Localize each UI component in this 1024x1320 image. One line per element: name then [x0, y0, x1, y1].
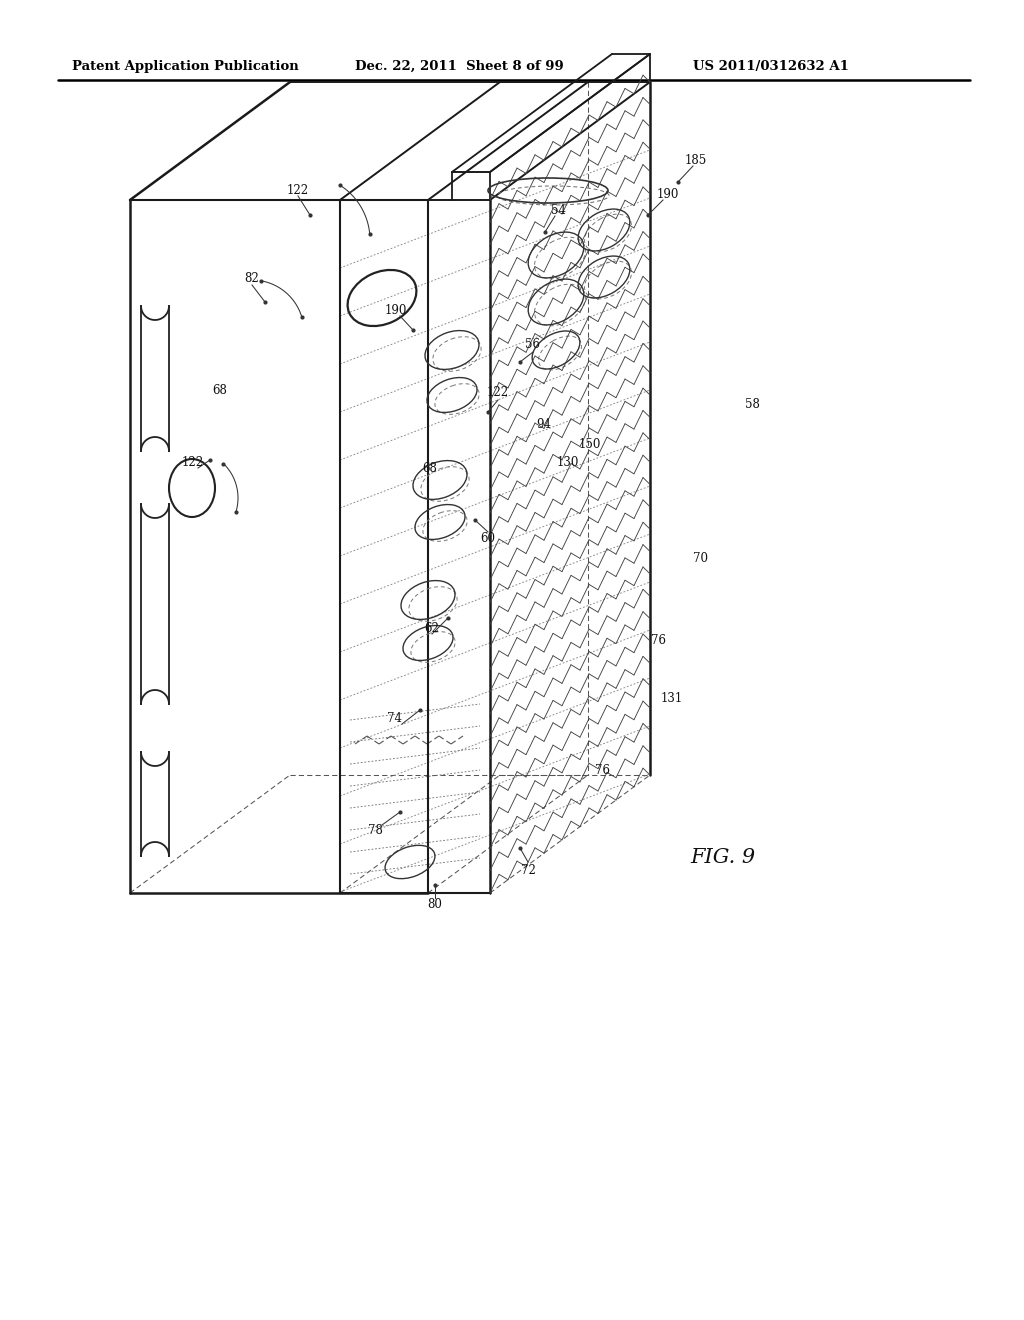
Text: FIG. 9: FIG. 9	[690, 847, 755, 867]
Text: 70: 70	[692, 552, 708, 565]
Text: Patent Application Publication: Patent Application Publication	[72, 59, 299, 73]
Text: 76: 76	[650, 634, 666, 647]
Text: 58: 58	[744, 399, 760, 412]
Text: 131: 131	[660, 692, 683, 705]
Text: 74: 74	[387, 711, 402, 725]
Text: 122: 122	[287, 183, 309, 197]
Text: 56: 56	[525, 338, 541, 351]
Text: 130: 130	[557, 455, 580, 469]
Text: 68: 68	[423, 462, 437, 474]
Text: 94: 94	[537, 418, 552, 432]
Text: 72: 72	[520, 863, 536, 876]
Text: US 2011/0312632 A1: US 2011/0312632 A1	[693, 59, 849, 73]
Text: 60: 60	[480, 532, 496, 544]
Text: Dec. 22, 2011  Sheet 8 of 99: Dec. 22, 2011 Sheet 8 of 99	[355, 59, 564, 73]
Text: 122: 122	[487, 387, 509, 400]
Text: 68: 68	[213, 384, 227, 396]
Text: 54: 54	[551, 203, 565, 216]
Text: 82: 82	[245, 272, 259, 285]
Text: 185: 185	[685, 153, 708, 166]
Text: 190: 190	[385, 304, 408, 317]
Text: 122: 122	[182, 457, 204, 470]
Text: 76: 76	[595, 763, 609, 776]
Text: 190: 190	[656, 189, 679, 202]
Text: 150: 150	[579, 438, 601, 451]
Text: 62: 62	[425, 622, 439, 635]
Text: 80: 80	[428, 899, 442, 912]
Text: 78: 78	[368, 824, 382, 837]
